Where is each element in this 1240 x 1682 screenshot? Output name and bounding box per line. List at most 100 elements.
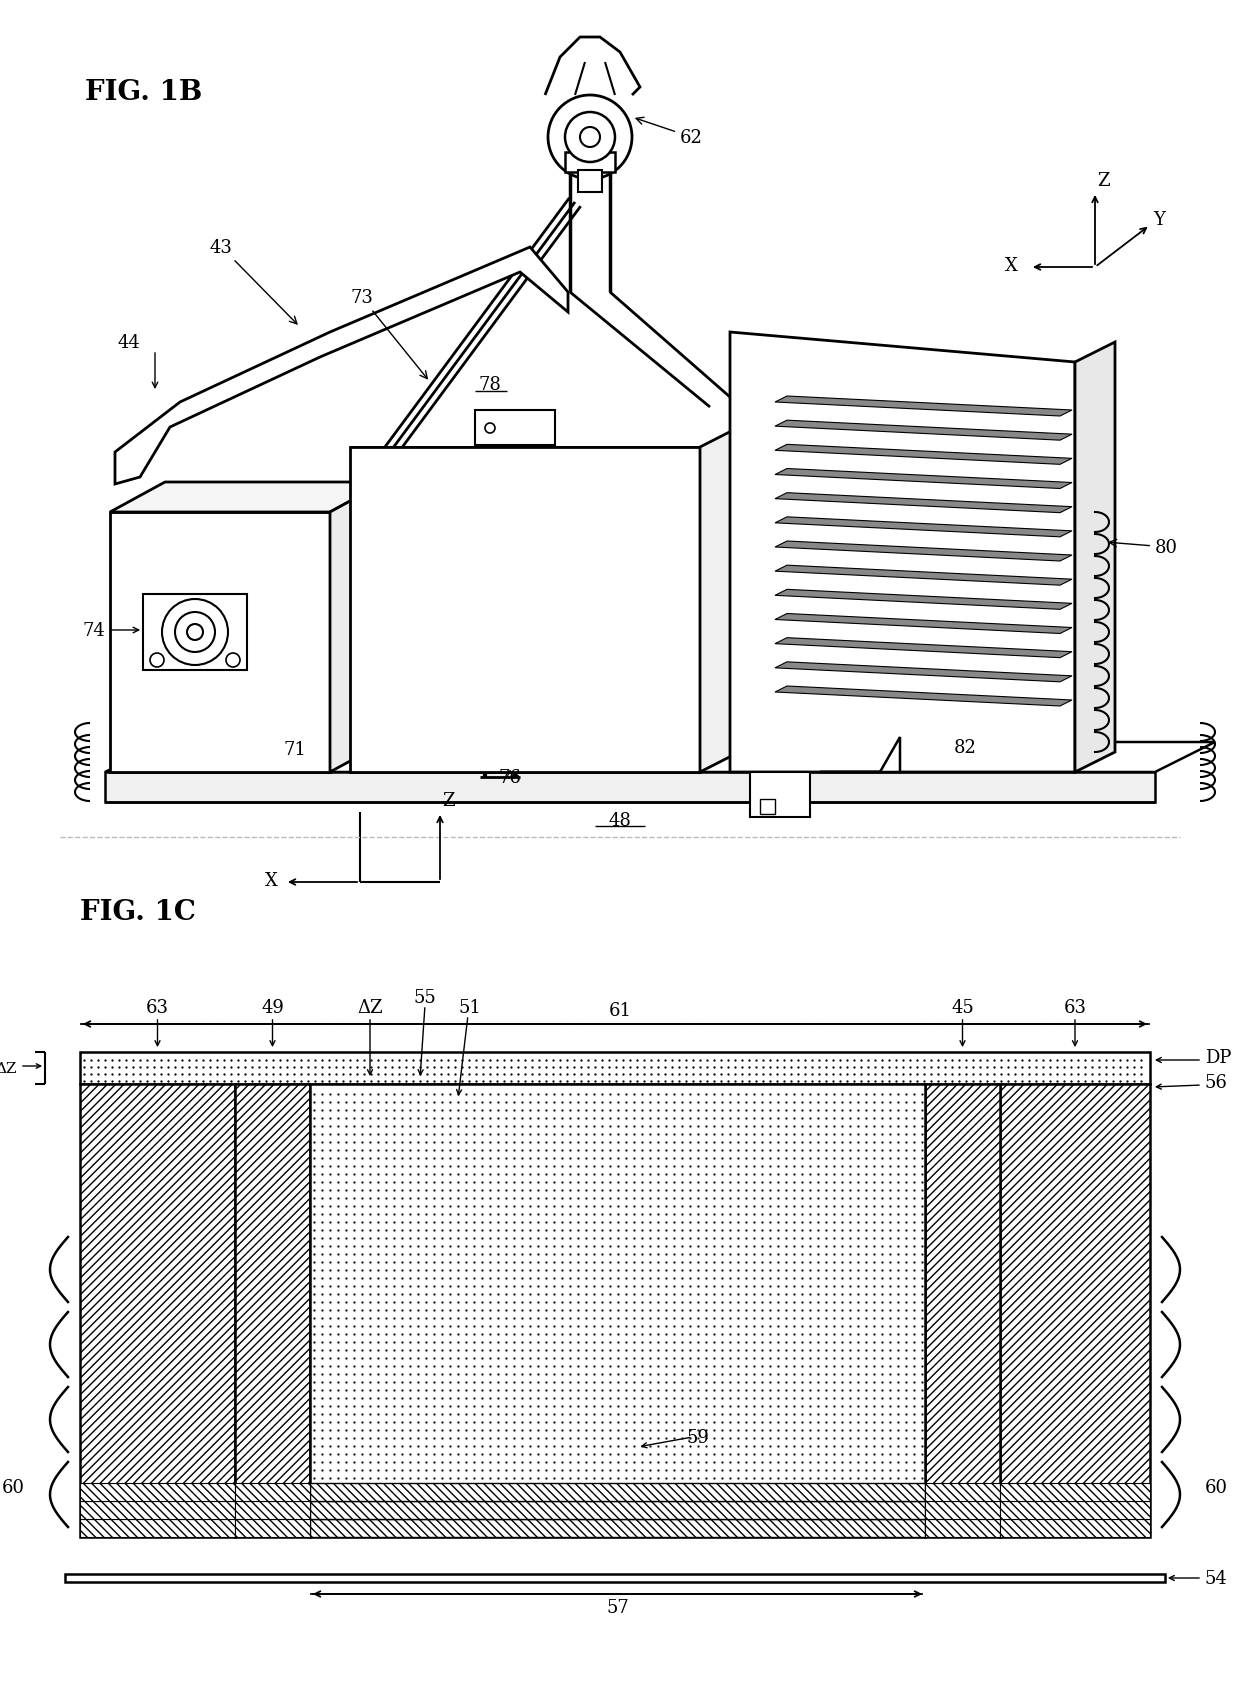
Bar xyxy=(310,1519,925,1537)
Bar xyxy=(236,1500,310,1519)
Polygon shape xyxy=(730,333,1075,772)
Bar xyxy=(236,1519,310,1537)
Text: Z: Z xyxy=(1097,172,1110,190)
Text: 55: 55 xyxy=(414,989,436,1006)
Bar xyxy=(236,1085,310,1537)
Polygon shape xyxy=(775,446,1073,464)
Polygon shape xyxy=(775,397,1073,417)
Bar xyxy=(81,1500,236,1519)
Polygon shape xyxy=(110,483,384,513)
Bar xyxy=(236,1484,310,1500)
Polygon shape xyxy=(775,686,1073,706)
Text: 82: 82 xyxy=(954,738,976,757)
Text: 73: 73 xyxy=(350,289,428,380)
Bar xyxy=(578,172,601,193)
Text: 54: 54 xyxy=(1205,1569,1228,1588)
Text: 63: 63 xyxy=(146,999,169,1016)
Text: Y: Y xyxy=(1153,210,1164,229)
Text: FIG. 1B: FIG. 1B xyxy=(86,79,202,106)
Text: 71: 71 xyxy=(284,740,306,759)
Circle shape xyxy=(175,612,215,653)
Circle shape xyxy=(226,654,241,668)
Bar xyxy=(81,1484,236,1500)
Polygon shape xyxy=(775,542,1073,562)
Bar xyxy=(81,1085,236,1537)
Circle shape xyxy=(485,424,495,434)
Text: 76: 76 xyxy=(498,769,522,787)
Text: 48: 48 xyxy=(606,1504,629,1521)
Bar xyxy=(310,1500,925,1519)
Polygon shape xyxy=(775,614,1073,634)
Bar xyxy=(925,1484,999,1500)
Circle shape xyxy=(187,624,203,641)
Polygon shape xyxy=(775,590,1073,611)
Bar xyxy=(310,1500,925,1519)
Polygon shape xyxy=(105,772,1154,802)
Bar xyxy=(236,1519,310,1537)
Bar xyxy=(925,1500,999,1519)
Circle shape xyxy=(162,600,228,666)
Bar xyxy=(925,1500,999,1519)
Polygon shape xyxy=(701,420,755,772)
Text: 51: 51 xyxy=(459,999,481,1016)
Polygon shape xyxy=(775,469,1073,489)
Text: 63: 63 xyxy=(1064,999,1086,1016)
Bar xyxy=(999,1484,1149,1500)
Polygon shape xyxy=(1075,343,1115,772)
Text: Z: Z xyxy=(441,792,455,809)
Bar xyxy=(110,513,330,772)
Text: 43: 43 xyxy=(210,239,296,325)
Bar xyxy=(81,1500,236,1519)
Text: 48: 48 xyxy=(609,811,631,829)
Bar xyxy=(565,153,615,173)
Bar xyxy=(81,1053,1149,1085)
Text: 56: 56 xyxy=(1205,1073,1228,1092)
Bar xyxy=(925,1484,999,1500)
Bar xyxy=(81,1519,236,1537)
Bar xyxy=(999,1519,1149,1537)
Bar xyxy=(310,1484,925,1500)
Polygon shape xyxy=(775,493,1073,513)
Bar xyxy=(81,1085,236,1537)
Text: 60: 60 xyxy=(1205,1478,1228,1495)
Text: ΔZ: ΔZ xyxy=(357,999,383,1016)
Text: X: X xyxy=(265,871,278,890)
Bar xyxy=(925,1519,999,1537)
Bar xyxy=(310,1519,925,1537)
Polygon shape xyxy=(775,663,1073,683)
Bar xyxy=(350,447,701,772)
Bar xyxy=(310,1484,925,1500)
Bar xyxy=(999,1484,1149,1500)
Polygon shape xyxy=(105,742,1215,772)
Bar xyxy=(81,1484,236,1500)
Text: 61: 61 xyxy=(609,1001,631,1019)
Text: 74: 74 xyxy=(82,622,105,639)
Text: 44: 44 xyxy=(118,333,141,352)
Polygon shape xyxy=(775,420,1073,441)
Bar xyxy=(236,1500,310,1519)
Polygon shape xyxy=(775,518,1073,538)
Text: 49: 49 xyxy=(262,999,284,1016)
Text: 57: 57 xyxy=(606,1598,629,1616)
Polygon shape xyxy=(115,247,568,484)
Bar xyxy=(999,1500,1149,1519)
Text: X: X xyxy=(1006,257,1018,274)
Bar xyxy=(925,1085,999,1537)
Bar xyxy=(760,799,775,814)
Polygon shape xyxy=(820,738,900,772)
Bar xyxy=(236,1484,310,1500)
Bar xyxy=(750,772,810,817)
Text: 80: 80 xyxy=(1110,538,1178,557)
Circle shape xyxy=(580,128,600,148)
Text: 45: 45 xyxy=(951,999,973,1016)
Bar xyxy=(310,1085,925,1537)
Bar xyxy=(925,1519,999,1537)
Bar xyxy=(64,1574,1166,1583)
Bar xyxy=(999,1500,1149,1519)
Bar xyxy=(925,1085,999,1537)
Text: 62: 62 xyxy=(636,118,703,146)
Bar xyxy=(143,595,247,671)
Text: ΔZ: ΔZ xyxy=(0,1061,17,1075)
Bar xyxy=(236,1085,310,1537)
Bar xyxy=(999,1519,1149,1537)
